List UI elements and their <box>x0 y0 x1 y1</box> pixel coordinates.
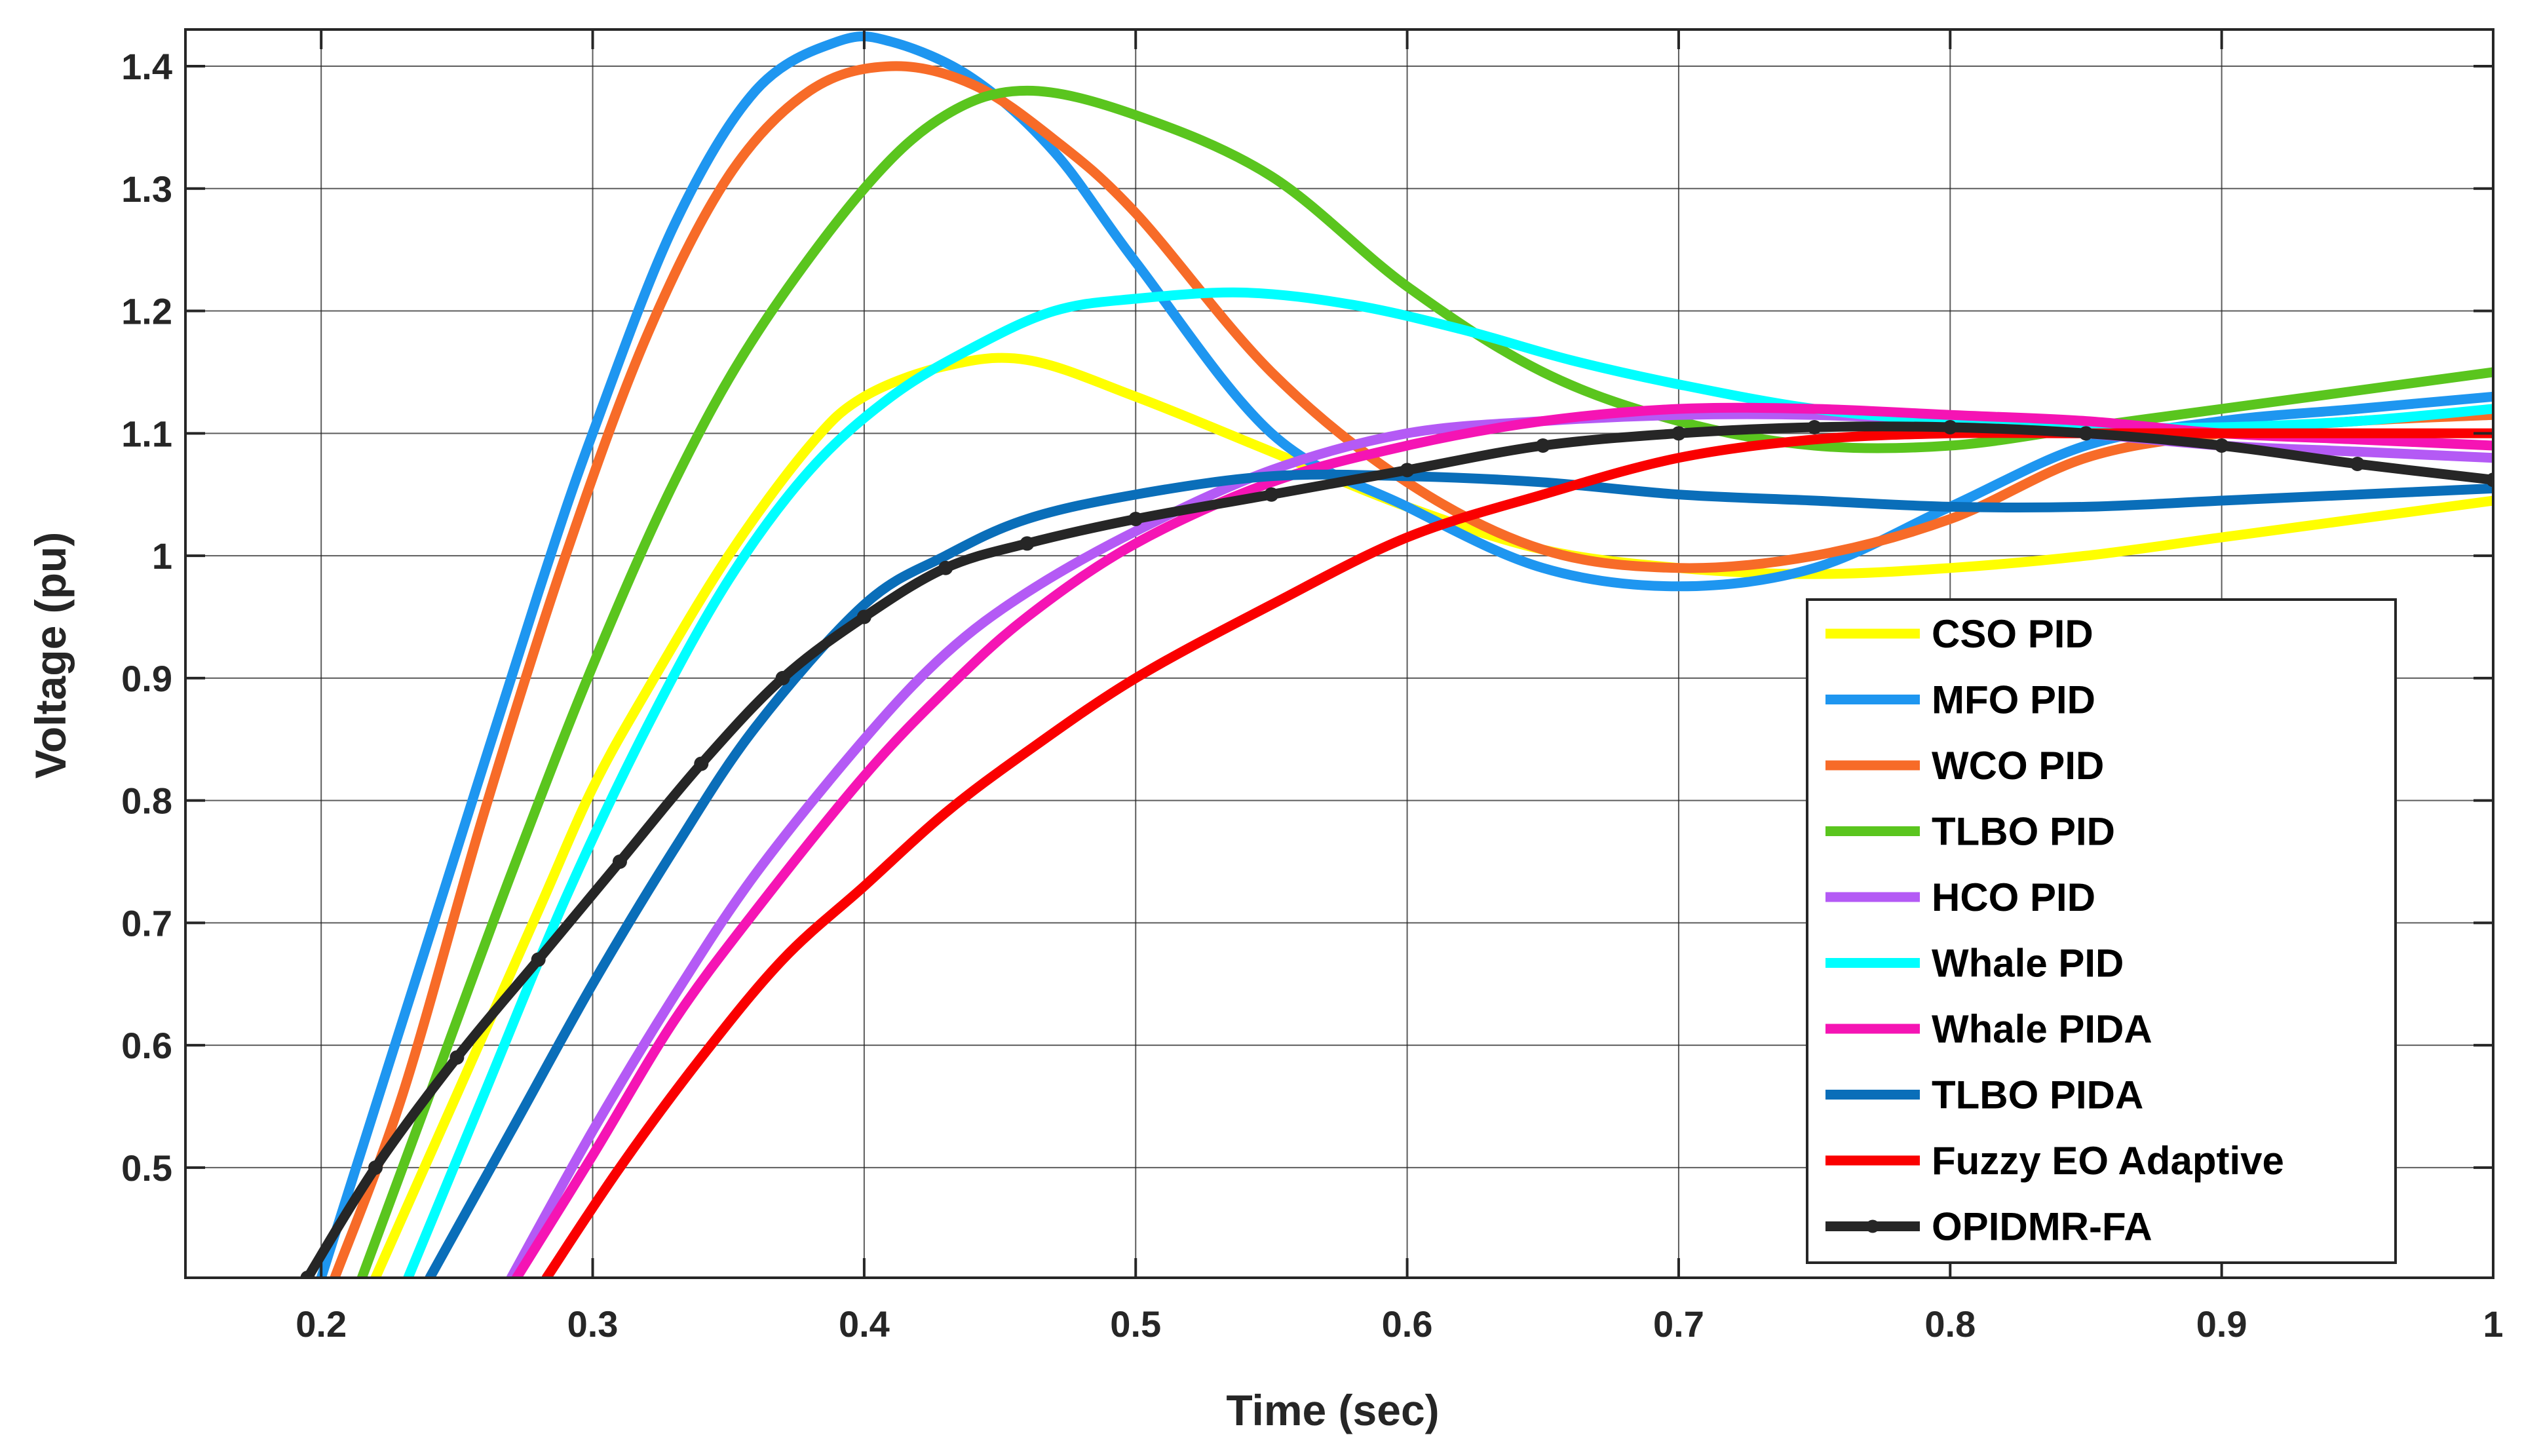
series-point-opidmr-fa <box>1671 426 1686 441</box>
legend-label-wco-pid: WCO PID <box>1932 744 2104 788</box>
series-point-opidmr-fa <box>1264 487 1279 502</box>
axis-ticks: 0.2 0.3 0.4 0.5 0.6 0.7 0.8 0.9 1 0.5 0.6 0.7 0.8 0.9… <box>121 29 2504 1345</box>
legend-label-tlbo-pida: TLBO PIDA <box>1932 1073 2143 1117</box>
legend-marker-opidmr-fa <box>1866 1219 1879 1233</box>
x-tick-label: 0.2 <box>296 1303 347 1345</box>
legend: CSO PID MFO PID WCO PID TLBO PID HCO PID Whal… <box>1806 598 2397 1264</box>
series-line-whale-pida <box>512 402 2493 1278</box>
series-point-opidmr-fa <box>775 670 790 685</box>
series-line-tlbo-pida <box>425 469 2493 1278</box>
series-point-opidmr-fa <box>1535 438 1550 453</box>
series-line-wco-pid <box>330 61 2493 1278</box>
x-tick-label: 0.4 <box>839 1303 890 1345</box>
series-point-opidmr-fa <box>531 952 546 967</box>
legend-label-cso-pid: CSO PID <box>1932 612 2093 656</box>
legend-label-mfo-pid: MFO PID <box>1932 678 2095 722</box>
y-tick-label: 0.9 <box>121 658 172 699</box>
x-tick-label: 0.5 <box>1110 1303 1161 1345</box>
series-point-opidmr-fa <box>612 854 627 869</box>
x-tick-label: 0.9 <box>2196 1303 2247 1345</box>
legend-label-whale-pida: Whale PIDA <box>1932 1007 2152 1051</box>
series-point-opidmr-fa <box>1400 463 1415 478</box>
y-tick-label: 1.1 <box>121 413 172 454</box>
legend-box <box>1806 598 2397 1264</box>
series-point-opidmr-fa <box>694 756 709 771</box>
series-line-mfo-pid <box>316 31 2493 1278</box>
y-tick-label: 1 <box>152 535 172 577</box>
series-point-opidmr-fa <box>1128 512 1143 527</box>
x-tick-label: 0.6 <box>1382 1303 1433 1345</box>
legend-label-tlbo-pid: TLBO PID <box>1932 810 2115 854</box>
series-point-opidmr-fa <box>1807 419 1822 434</box>
y-tick-label: 0.7 <box>121 902 172 944</box>
series-point-opidmr-fa <box>1943 419 1958 434</box>
x-axis-label: Time (sec) <box>1226 1386 1439 1434</box>
series-point-opidmr-fa <box>368 1160 383 1175</box>
series-point-opidmr-fa <box>449 1050 465 1065</box>
series-point-opidmr-fa <box>938 560 953 575</box>
series-line-cso-pid <box>370 353 2493 1278</box>
series-line-whale-pid <box>403 287 2493 1278</box>
series-point-opidmr-fa <box>2214 438 2229 453</box>
series-point-opidmr-fa <box>300 1271 315 1278</box>
legend-label-fuzzy-eo-adaptive: Fuzzy EO Adaptive <box>1932 1139 2284 1183</box>
legend-label-hco-pid: HCO PID <box>1932 875 2095 919</box>
legend-label-whale-pid: Whale PID <box>1932 942 2124 986</box>
y-tick-label: 1.2 <box>121 291 172 332</box>
series-point-opidmr-fa <box>856 609 871 624</box>
x-tick-label: 0.8 <box>1924 1303 1976 1345</box>
y-tick-label: 0.5 <box>121 1147 172 1189</box>
y-axis-label: Voltage (pu) <box>26 532 75 778</box>
y-tick-label: 0.6 <box>121 1025 172 1066</box>
series-point-opidmr-fa <box>2486 472 2493 488</box>
x-tick-label: 0.3 <box>567 1303 619 1345</box>
series-lines <box>300 31 2493 1278</box>
y-tick-label: 0.8 <box>121 780 172 822</box>
x-tick-label: 0.7 <box>1653 1303 1704 1345</box>
series-point-opidmr-fa <box>2350 457 2365 472</box>
series-point-opidmr-fa <box>1020 536 1035 551</box>
y-tick-label: 1.3 <box>121 168 172 210</box>
series-line-opidmr-fa <box>303 421 2493 1278</box>
x-tick-label: 1 <box>2483 1303 2503 1345</box>
legend-label-opidmr-fa: OPIDMR-FA <box>1932 1205 2152 1249</box>
plot-area-border <box>184 28 2494 1279</box>
series-point-opidmr-fa <box>2078 426 2093 441</box>
y-tick-label: 1.4 <box>121 46 172 87</box>
